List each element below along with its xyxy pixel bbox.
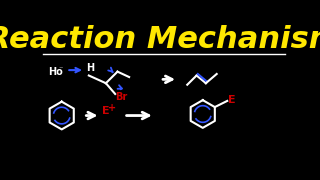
Text: +: +: [108, 103, 116, 113]
Text: Reaction Mechanism: Reaction Mechanism: [0, 25, 320, 54]
Text: E: E: [228, 95, 236, 105]
Text: E: E: [102, 106, 110, 116]
Text: ⁻: ⁻: [59, 64, 63, 73]
Text: Br: Br: [115, 92, 127, 102]
Text: H: H: [86, 63, 95, 73]
Text: Ho: Ho: [48, 67, 62, 77]
